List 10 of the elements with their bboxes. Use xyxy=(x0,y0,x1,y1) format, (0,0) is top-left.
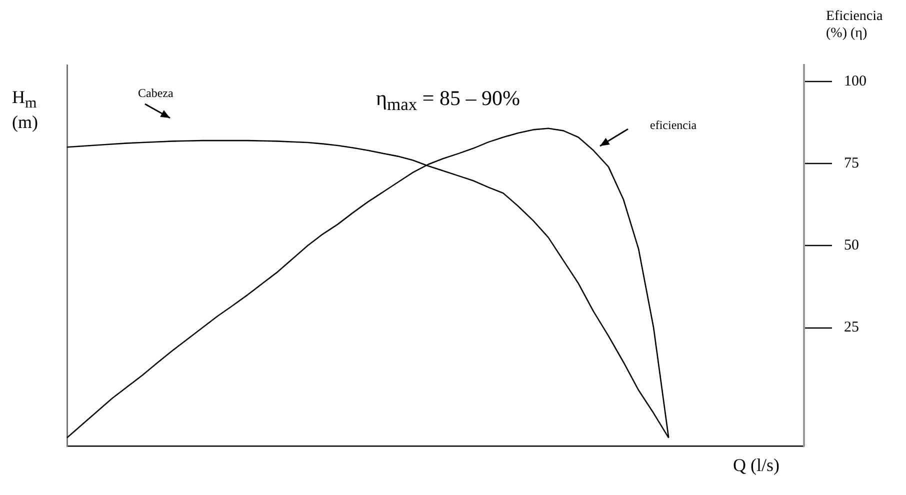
annotation: η$_{max}$ = 85 – 90% xyxy=(376,86,520,116)
y2-axis-title: H$_{m}$ (m) xyxy=(12,87,39,132)
y-tick-label: 75 xyxy=(844,155,859,172)
y-tick-label: 50 xyxy=(844,238,859,254)
y-tick-label: 25 xyxy=(844,320,859,336)
annotation: Cabeza xyxy=(138,86,174,101)
y-axis-title: Eficiencia (%) (η) xyxy=(826,8,884,42)
y-tick-label: 100 xyxy=(844,73,866,90)
x-axis-title: Q (l/s) xyxy=(733,455,780,476)
annotation: eficiencia xyxy=(650,118,697,133)
